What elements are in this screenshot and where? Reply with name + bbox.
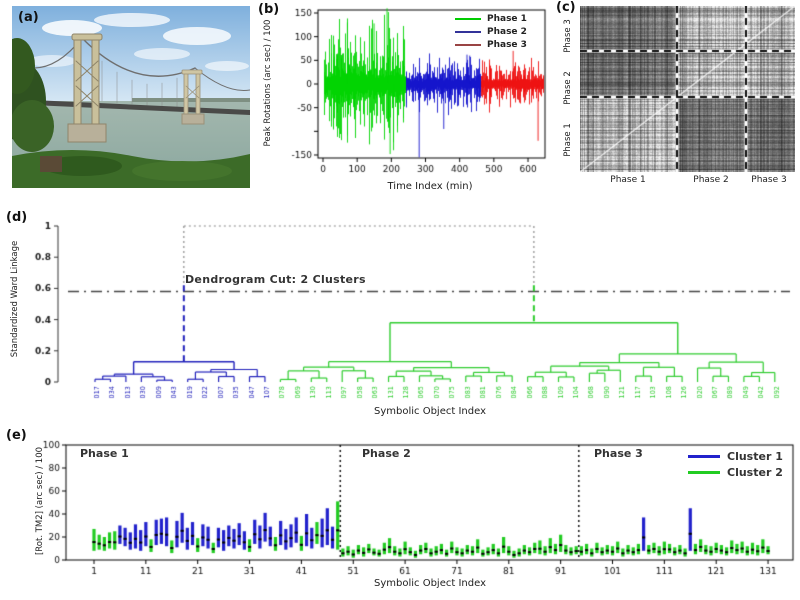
matrix-col-label-phase3: Phase 3 [751, 175, 787, 185]
panel-a-label: (a) [18, 10, 39, 25]
legend-label: Phase 1 [487, 13, 527, 24]
timeseries-canvas [258, 0, 550, 198]
panel-c-label: (c) [556, 0, 576, 15]
bridge [19, 33, 250, 143]
bridge-photo [12, 6, 250, 188]
dendrogram-y-axis-label: Standardized Ward Linkage [10, 240, 20, 358]
dissimilarity-matrix-canvas [580, 6, 795, 172]
legend-item-cluster2: Cluster 2 [688, 464, 783, 480]
timeseries-y-axis-label: Peak Rotations (arc sec) / 100 [263, 19, 273, 147]
legend-item-phase3: Phase 3 [455, 38, 527, 51]
phase1-line-swatch [455, 17, 481, 20]
phase3-region-label: Phase 3 [594, 447, 643, 460]
dendrogram-x-axis-label: Symbolic Object Index [374, 406, 486, 417]
dendrogram-canvas [28, 216, 800, 416]
panel-e-label: (e) [6, 428, 27, 443]
bars-x-axis-label: Symbolic Object Index [374, 578, 486, 589]
timeseries-x-axis-label: Time Index (min) [387, 181, 473, 192]
matrix-row-label-phase1: Phase 1 [563, 123, 573, 157]
cluster2-line-swatch [688, 470, 720, 474]
dendrogram-cut-label: Dendrogram Cut: 2 Clusters [185, 273, 366, 286]
legend-item-cluster1: Cluster 1 [688, 448, 783, 464]
legend-label: Phase 3 [487, 39, 527, 50]
phase2-line-swatch [455, 30, 481, 33]
legend-label: Cluster 1 [727, 449, 783, 463]
phase2-region-label: Phase 2 [362, 447, 411, 460]
matrix-col-label-phase1: Phase 1 [610, 175, 646, 185]
matrix-col-label-phase2: Phase 2 [693, 175, 729, 185]
tower-pier [67, 123, 107, 143]
legend-item-phase2: Phase 2 [455, 25, 527, 38]
foliage [12, 38, 250, 188]
panel-b-label: (b) [258, 2, 280, 17]
matrix-row-label-phase3: Phase 3 [563, 19, 573, 53]
timeseries-legend: Phase 1 Phase 2 Phase 3 [455, 12, 527, 51]
bars-legend: Cluster 1 Cluster 2 [688, 448, 783, 480]
legend-item-phase1: Phase 1 [455, 12, 527, 25]
matrix-row-label-phase2: Phase 2 [563, 71, 573, 105]
phase1-region-label: Phase 1 [80, 447, 129, 460]
phase3-line-swatch [455, 43, 481, 46]
sky [12, 6, 250, 106]
cluster-bars-canvas [28, 436, 800, 588]
rock [40, 156, 62, 172]
cluster1-line-swatch [688, 454, 720, 458]
panel-d-label: (d) [6, 210, 28, 225]
legend-label: Cluster 2 [727, 465, 783, 479]
bars-y-axis-label: [Rot. TM2] (arc sec) / 100 [35, 446, 45, 556]
legend-label: Phase 2 [487, 26, 527, 37]
